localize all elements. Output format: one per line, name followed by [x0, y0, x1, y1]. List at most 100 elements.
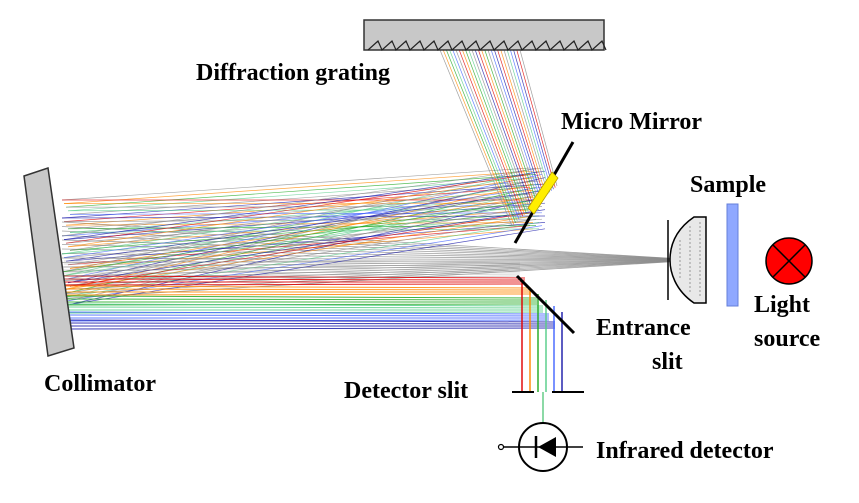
ray [65, 174, 531, 244]
ray [63, 218, 543, 258]
label-micro-mirror: Micro Mirror [561, 109, 702, 135]
ray [69, 212, 531, 287]
ray [61, 183, 534, 291]
ray [449, 49, 518, 222]
ray [63, 260, 521, 265]
detector-slit [512, 391, 584, 426]
ray [61, 215, 546, 219]
ray [63, 319, 556, 323]
ray [474, 49, 533, 209]
collimated-rays-to-micro-mirror [61, 167, 546, 305]
ray [69, 196, 534, 269]
ray [494, 49, 543, 199]
micro-mirror [513, 141, 575, 244]
ray [500, 49, 547, 196]
ray [63, 263, 521, 267]
ray [61, 167, 543, 237]
ray [63, 311, 550, 315]
fold-mirror [515, 274, 576, 335]
ray [439, 49, 513, 227]
collimator-mirror [23, 167, 75, 357]
label-light-source-line2: source [754, 326, 821, 352]
ray [67, 177, 534, 248]
ray [63, 271, 521, 274]
ray [63, 186, 543, 258]
ray [61, 199, 537, 273]
ray [465, 49, 527, 214]
ray [63, 298, 538, 301]
ray [65, 222, 546, 262]
ray [67, 209, 540, 212]
ray [69, 228, 540, 233]
ray [61, 239, 701, 261]
sample-cuvette [726, 203, 739, 307]
ray [506, 49, 551, 193]
ray [63, 275, 526, 279]
ray [63, 170, 534, 204]
label-sample: Sample [690, 172, 766, 198]
ray [61, 183, 540, 255]
ray [61, 253, 701, 261]
ray [69, 180, 531, 287]
label-diffraction-grating: Diffraction grating [196, 60, 390, 86]
ray [510, 49, 552, 191]
ray [63, 202, 540, 276]
ray [67, 209, 546, 284]
ray [497, 49, 545, 198]
ray [513, 49, 554, 190]
ray [481, 49, 536, 206]
ray [487, 49, 540, 203]
ray [61, 248, 701, 261]
label-detector-slit: Detector slit [344, 378, 468, 404]
ray [67, 193, 531, 266]
ray [63, 303, 544, 307]
ray [63, 293, 532, 296]
ray [67, 225, 543, 302]
ray [63, 186, 531, 222]
ray [65, 206, 537, 208]
ray [61, 167, 531, 201]
ray [63, 285, 532, 289]
ray [462, 49, 525, 215]
ray [63, 295, 538, 299]
ray [61, 244, 701, 261]
ray [63, 278, 526, 281]
ray [468, 49, 529, 212]
ray [69, 212, 543, 215]
ray [455, 49, 522, 219]
ray [61, 183, 546, 219]
label-infrared-detector: Infrared detector [596, 438, 774, 464]
ray [69, 180, 537, 251]
ray [61, 257, 701, 261]
ray [63, 218, 531, 222]
ray [519, 49, 558, 187]
ray [61, 215, 540, 255]
ray [63, 288, 532, 291]
ray [516, 49, 556, 188]
ray [63, 266, 521, 269]
ray [63, 273, 521, 277]
ray [63, 327, 556, 330]
ray [63, 283, 526, 286]
ray [61, 199, 543, 237]
ray [63, 314, 550, 317]
label-collimator: Collimator [44, 371, 156, 397]
ray [63, 202, 546, 240]
ray [65, 190, 546, 262]
ray [61, 215, 534, 291]
ray [63, 306, 544, 309]
ray [478, 49, 534, 207]
ray [471, 49, 531, 211]
ray [61, 235, 701, 261]
infrared-detector-icon [497, 422, 583, 472]
dispersed-rays-to-fold-mirror [63, 257, 556, 330]
ray [63, 170, 546, 240]
ray [63, 257, 521, 263]
ray [503, 49, 549, 195]
ray [484, 49, 538, 204]
light-source [765, 237, 813, 285]
ray [63, 275, 521, 280]
entrance-slit-assembly [667, 216, 707, 304]
ray [446, 49, 516, 223]
